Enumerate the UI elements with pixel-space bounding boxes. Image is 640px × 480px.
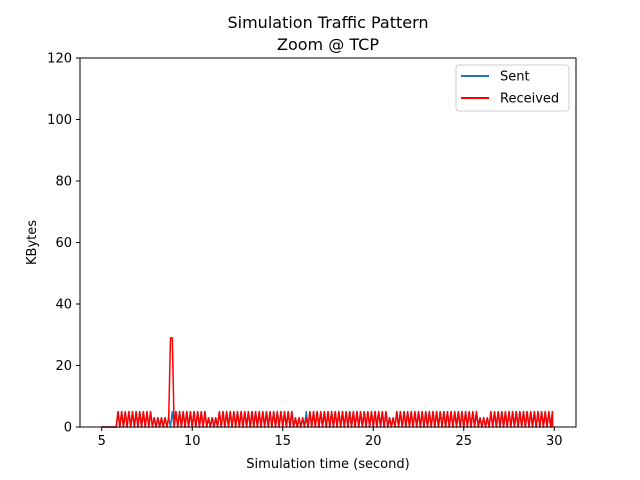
legend: Sent Received xyxy=(455,64,570,112)
y-tick-label-2: 40 xyxy=(55,298,72,313)
x-tick-label-2: 15 xyxy=(274,434,291,449)
chart-subtitle: Zoom @ TCP xyxy=(277,35,379,54)
x-tick-label-3: 20 xyxy=(365,434,382,449)
y-tick-label-3: 60 xyxy=(55,236,72,251)
x-tick-label-0: 5 xyxy=(98,434,106,449)
legend-label-sent: Sent xyxy=(500,70,530,85)
y-axis-label: KBytes xyxy=(25,220,40,265)
chart-title: Simulation Traffic Pattern xyxy=(227,13,428,32)
y-tick-label-1: 20 xyxy=(55,359,72,374)
y-tick-label-5: 100 xyxy=(47,113,72,128)
x-tick-label-4: 25 xyxy=(455,434,472,449)
y-tick-label-6: 120 xyxy=(47,52,72,67)
legend-label-received: Received xyxy=(500,92,559,107)
plot-area xyxy=(80,58,576,427)
x-tick-label-1: 10 xyxy=(184,434,201,449)
series-line-received xyxy=(101,337,554,428)
y-tick-label-4: 80 xyxy=(55,175,72,190)
y-tick-label-0: 0 xyxy=(64,421,72,436)
x-tick-label-5: 30 xyxy=(546,434,563,449)
x-axis-label: Simulation time (second) xyxy=(246,457,409,472)
